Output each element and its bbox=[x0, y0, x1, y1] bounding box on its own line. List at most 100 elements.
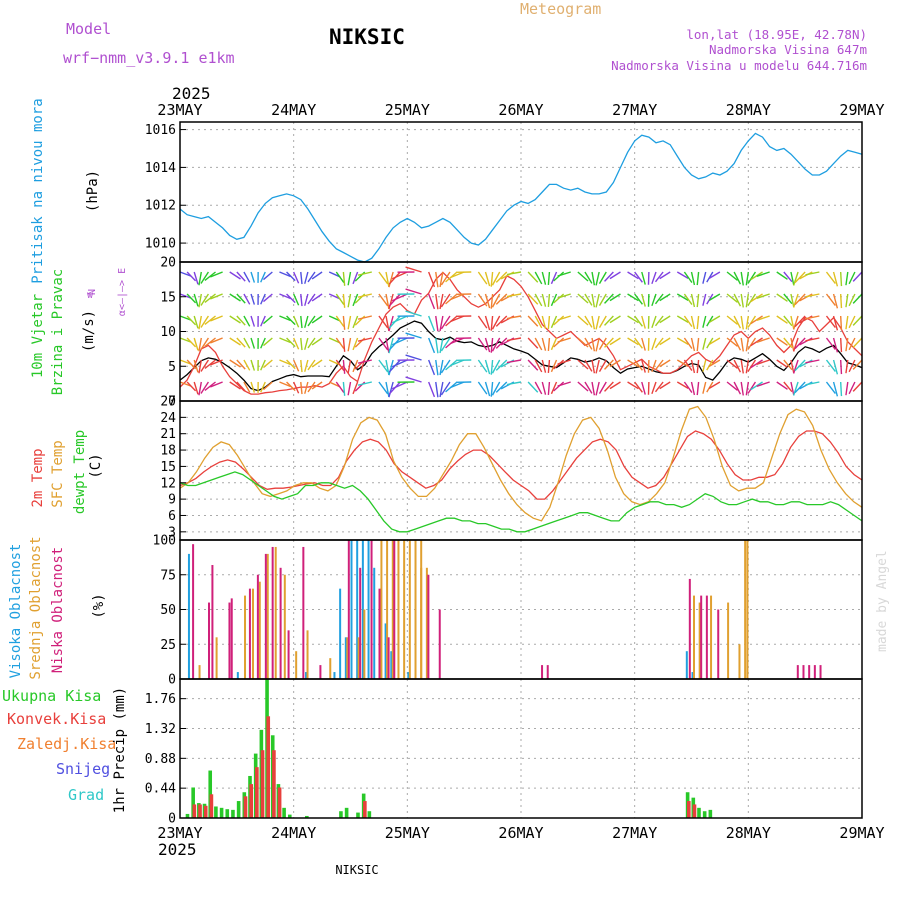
wind-direction-key: α<–|–> E N bbox=[87, 268, 128, 316]
wind-barb bbox=[386, 294, 389, 309]
wind-barb bbox=[596, 272, 599, 285]
wind-ytick-label: 10 bbox=[160, 325, 176, 340]
clouds-low_cloud-bar bbox=[541, 665, 543, 679]
x-date-label-bottom: 26MAY bbox=[498, 824, 543, 842]
wind-barb bbox=[305, 272, 308, 284]
wind-barb bbox=[548, 382, 549, 395]
wind-barb bbox=[596, 360, 599, 373]
clouds-mid_cloud-bar bbox=[738, 644, 740, 679]
wind-barb bbox=[599, 316, 606, 328]
wind-barb bbox=[794, 360, 798, 373]
wind-barb bbox=[294, 338, 299, 349]
clouds-low_cloud-bar bbox=[808, 665, 810, 679]
wind-barb bbox=[194, 272, 198, 284]
precip-total_precip-bar bbox=[345, 808, 349, 818]
clouds-mid_cloud-bar bbox=[244, 596, 246, 679]
precip-conv_precip-bar bbox=[249, 784, 253, 818]
wind-barb bbox=[841, 338, 842, 352]
x-date-label-top: 29MAY bbox=[839, 101, 884, 119]
wind-barb bbox=[336, 272, 344, 283]
wind-barb bbox=[230, 294, 241, 301]
wind-barb bbox=[849, 316, 855, 328]
clouds-mid_cloud-bar bbox=[746, 540, 748, 679]
clouds-low_cloud-bar bbox=[265, 554, 267, 679]
wind-barb bbox=[429, 360, 435, 375]
clouds-low_cloud-bar bbox=[388, 637, 390, 679]
precip-total_precip-bar bbox=[214, 806, 218, 818]
wind-barb bbox=[294, 272, 299, 283]
wind-barb bbox=[305, 382, 308, 394]
wind-barb bbox=[353, 382, 358, 394]
wind-barb bbox=[343, 382, 344, 396]
wind-barb bbox=[436, 294, 438, 309]
clouds-low_cloud-bar bbox=[319, 665, 321, 679]
wind-barb bbox=[548, 294, 549, 307]
wind-barb bbox=[343, 294, 344, 308]
wind-barb bbox=[642, 338, 645, 351]
wind-barb bbox=[697, 294, 698, 307]
precip-total_precip-bar bbox=[339, 811, 343, 818]
precip-ylabel: 1hr Precip (mm) bbox=[112, 687, 128, 813]
wind-barb bbox=[261, 272, 266, 282]
wind-barb bbox=[741, 382, 743, 395]
precip-conv_precip-bar bbox=[363, 801, 367, 818]
wind-barb bbox=[542, 272, 545, 285]
clouds-low_cloud-bar bbox=[547, 665, 549, 679]
wind-barb bbox=[301, 338, 302, 350]
wind-barb bbox=[251, 272, 254, 283]
wind-barb bbox=[849, 360, 855, 372]
wind-barb bbox=[692, 272, 695, 285]
x-date-label-top: 23MAY bbox=[157, 101, 202, 119]
wind-barb bbox=[305, 338, 308, 350]
wind-barb bbox=[777, 272, 788, 279]
wind-barb bbox=[436, 338, 438, 353]
pressure-frame bbox=[180, 122, 862, 262]
wind-barb bbox=[436, 316, 438, 331]
wind-barb bbox=[652, 272, 656, 284]
wind-barb bbox=[692, 316, 695, 329]
wind-barb bbox=[542, 360, 545, 373]
wind-barb bbox=[846, 316, 848, 329]
x-date-label-top: 26MAY bbox=[498, 101, 543, 119]
wind-barb bbox=[741, 316, 743, 329]
wind-barb bbox=[436, 360, 438, 375]
precip-ytick-label: 0.44 bbox=[145, 782, 176, 797]
wind-barb bbox=[652, 338, 656, 350]
clouds-mid_cloud-bar bbox=[420, 568, 422, 679]
wind-barb bbox=[697, 382, 698, 395]
wind-barb bbox=[558, 360, 571, 364]
wind-barb bbox=[406, 377, 422, 382]
wind-barb bbox=[551, 338, 556, 350]
precip-total_precip-bar bbox=[225, 809, 229, 818]
wind-barb bbox=[834, 360, 838, 374]
wind-barb bbox=[841, 272, 842, 286]
wind-barb bbox=[841, 382, 842, 396]
wind-barb bbox=[551, 294, 556, 306]
wind-wind_gust-line bbox=[180, 272, 862, 394]
wind-barb bbox=[703, 272, 706, 284]
wind-barb bbox=[592, 338, 594, 351]
wind-barb bbox=[251, 294, 254, 305]
wind-barb bbox=[846, 382, 848, 395]
wind-barb bbox=[834, 382, 838, 396]
precip-total_precip-bar bbox=[368, 811, 372, 818]
clouds-low_cloud-bar bbox=[211, 565, 213, 679]
wind-barb bbox=[777, 338, 788, 345]
wind-barb bbox=[558, 316, 571, 320]
wind-barb bbox=[741, 272, 743, 285]
wind-barb bbox=[343, 272, 344, 286]
precip-conv_precip-bar bbox=[266, 716, 270, 818]
wind-barb bbox=[230, 338, 241, 345]
wind-barb bbox=[596, 382, 599, 395]
wind-barb bbox=[558, 272, 571, 276]
precip-frame bbox=[180, 679, 862, 818]
wind-barb bbox=[535, 294, 542, 306]
wind-barb bbox=[492, 382, 499, 395]
clouds-mid_cloud-bar bbox=[693, 596, 695, 679]
wind-barb bbox=[585, 382, 592, 393]
temperature-ytick-label: 21 bbox=[160, 427, 176, 442]
clouds-ytick-label: 0 bbox=[168, 673, 176, 688]
cloud-ylabel-2: Srednja Oblacnost bbox=[28, 536, 44, 679]
wind-barb bbox=[794, 294, 798, 307]
